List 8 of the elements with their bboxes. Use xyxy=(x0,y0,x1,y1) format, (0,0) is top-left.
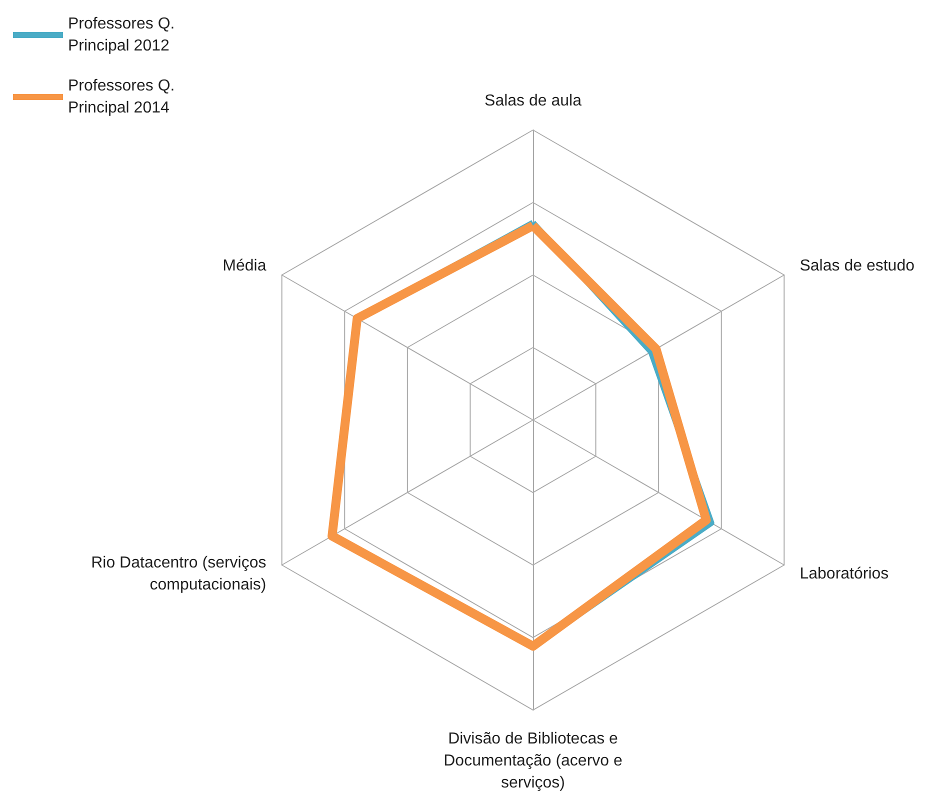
spoke-label: Rio Datacentro (serviços computacionais) xyxy=(91,554,266,594)
spoke-label: Divisão de Bibliotecas e Documentação (acervo e serviços) xyxy=(444,730,622,792)
spoke-label: Salas de estudo xyxy=(800,258,915,274)
spoke-label: Média xyxy=(222,258,266,274)
spoke-label: Laboratórios xyxy=(800,566,889,582)
legend-label: Professores Q. Principal 2014 xyxy=(68,78,180,116)
spoke-label: Salas de aula xyxy=(484,92,582,110)
legend-label: Professores Q. Principal 2012 xyxy=(68,16,180,54)
